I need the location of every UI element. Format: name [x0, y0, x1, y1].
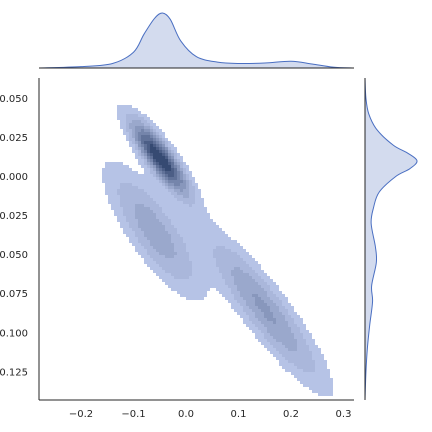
x-tick-label: −0.2 — [69, 409, 93, 420]
y-tick-label: −0.125 — [0, 367, 28, 378]
x-tick-label: 0.3 — [336, 409, 352, 420]
marginal-x-line — [38, 12, 355, 69]
y-tick-label: 0.050 — [0, 94, 28, 105]
marginal-y-line — [364, 77, 418, 401]
marginal-x-plot — [38, 12, 355, 69]
x-axis-ticks: −0.2 −0.1 0.0 0.1 0.2 0.3 — [69, 409, 352, 420]
x-tick-label: 0.1 — [231, 409, 247, 420]
marginal-y-fill — [365, 78, 418, 400]
y-tick-label: 0.000 — [0, 172, 28, 183]
y-tick-label: −0.050 — [0, 250, 28, 261]
kde-contours — [102, 105, 333, 396]
y-tick-label: −0.100 — [0, 328, 28, 339]
marginal-x-fill — [39, 12, 354, 69]
marginal-y-plot — [364, 77, 418, 401]
y-tick-label: −0.025 — [0, 211, 28, 222]
y-tick-label: −0.075 — [0, 289, 28, 300]
axes — [38, 67, 366, 401]
x-tick-label: 0.0 — [178, 409, 194, 420]
y-tick-label: 0.025 — [0, 133, 28, 144]
y-axis-ticks: 0.050 0.025 0.000 −0.025 −0.050 −0.075 −0.100 −… — [0, 94, 28, 379]
x-tick-label: 0.2 — [283, 409, 299, 420]
x-tick-label: −0.1 — [121, 409, 145, 420]
kde-level-8 — [150, 144, 171, 171]
joint-kde-plot — [102, 105, 333, 396]
